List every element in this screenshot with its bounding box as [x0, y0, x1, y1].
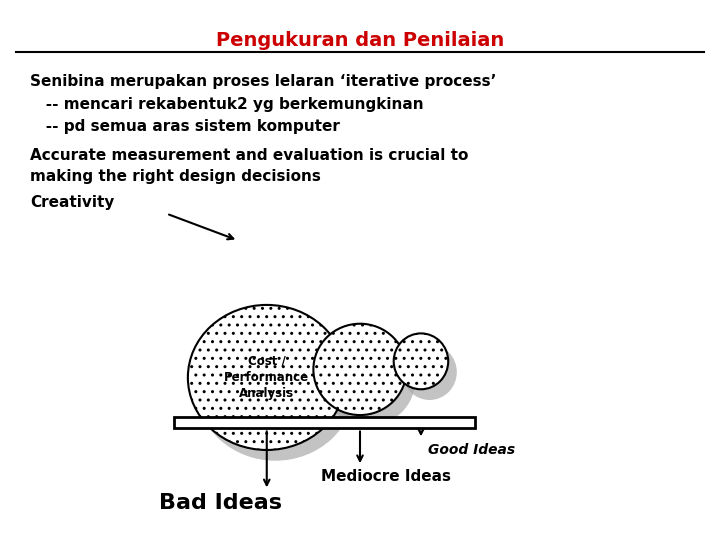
Text: Accurate measurement and evaluation is crucial to: Accurate measurement and evaluation is c…	[30, 147, 469, 163]
Text: Creativity: Creativity	[30, 195, 114, 211]
Text: making the right design decisions: making the right design decisions	[30, 169, 321, 184]
Text: Mediocre Ideas: Mediocre Ideas	[320, 469, 451, 484]
Ellipse shape	[197, 316, 354, 461]
Ellipse shape	[402, 344, 456, 400]
Text: Pengukuran dan Penilaian: Pengukuran dan Penilaian	[216, 31, 504, 50]
Bar	[174, 417, 474, 428]
Text: -- pd semua aras sistem komputer: -- pd semua aras sistem komputer	[30, 118, 340, 133]
Ellipse shape	[394, 333, 449, 389]
Text: Good Ideas: Good Ideas	[428, 443, 516, 457]
Text: Cost /
Performance
Analysis: Cost / Performance Analysis	[224, 355, 310, 400]
Text: Bad Ideas: Bad Ideas	[159, 493, 282, 513]
Ellipse shape	[322, 334, 415, 426]
Text: -- mencari rekabentuk2 yg berkemungkinan: -- mencari rekabentuk2 yg berkemungkinan	[30, 97, 423, 112]
Ellipse shape	[313, 323, 407, 415]
Text: Senibina merupakan proses lelaran ‘iterative process’: Senibina merupakan proses lelaran ‘itera…	[30, 74, 497, 89]
Ellipse shape	[188, 305, 346, 450]
